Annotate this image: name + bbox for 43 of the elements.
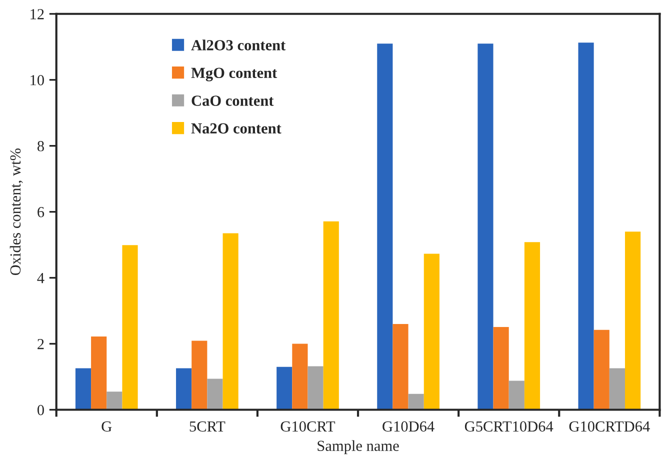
x-tick-label: G5CRT10D64 bbox=[464, 421, 554, 432]
bar bbox=[308, 366, 324, 410]
y-tick-label: 12 bbox=[30, 9, 44, 20]
bar bbox=[75, 368, 92, 410]
bar bbox=[222, 233, 238, 410]
x-tick-label: 5CRT bbox=[190, 421, 226, 432]
bar bbox=[424, 254, 440, 410]
bar bbox=[207, 378, 223, 410]
x-axis-title: Sample name bbox=[318, 440, 399, 454]
y-tick-label: 0 bbox=[37, 404, 44, 416]
y-tick-label: 4 bbox=[37, 273, 44, 284]
bar bbox=[609, 368, 625, 410]
bar bbox=[106, 392, 122, 410]
y-tick-label: 6 bbox=[38, 207, 44, 218]
bar bbox=[594, 330, 610, 410]
y-tick-label: 2 bbox=[38, 338, 44, 350]
bar bbox=[524, 242, 540, 410]
bar bbox=[408, 394, 424, 410]
bar bbox=[323, 221, 339, 410]
y-axis-title: Oxides content, wt% bbox=[10, 148, 23, 276]
bar bbox=[176, 368, 192, 410]
bar bbox=[508, 380, 524, 410]
x-tick-label: G10CRTD64 bbox=[569, 421, 650, 432]
bar bbox=[493, 326, 509, 410]
bar bbox=[91, 336, 107, 410]
legend-label: Na2O content bbox=[191, 123, 282, 134]
x-tick-label: G bbox=[102, 421, 112, 432]
bar bbox=[624, 232, 641, 410]
legend-label: CaO content bbox=[192, 96, 274, 106]
x-tick-label: G10D64 bbox=[382, 421, 434, 432]
bar bbox=[377, 44, 393, 410]
y-tick-label: 10 bbox=[30, 75, 44, 86]
bar bbox=[292, 344, 308, 410]
y-tick-label: 8 bbox=[37, 140, 44, 152]
bar bbox=[276, 366, 292, 410]
bar bbox=[578, 42, 594, 410]
bar bbox=[192, 340, 208, 410]
bar bbox=[392, 324, 408, 410]
bar bbox=[122, 245, 138, 410]
legend-label: Al2O3 content bbox=[191, 40, 286, 50]
x-tick-label: G10CRT bbox=[280, 421, 336, 432]
legend-label: MgO content bbox=[191, 68, 278, 82]
bar bbox=[478, 44, 494, 410]
